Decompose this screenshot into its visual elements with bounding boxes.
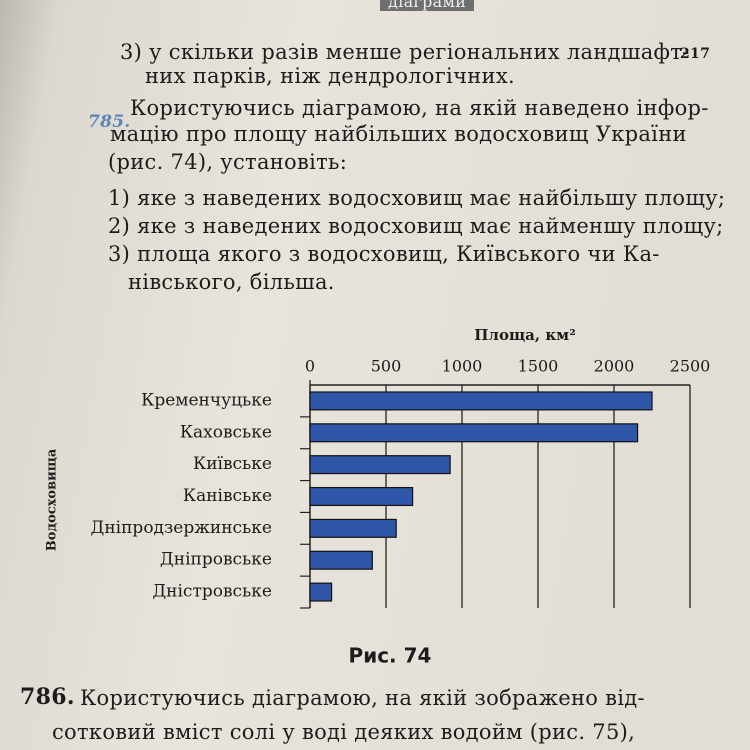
bar [309, 391, 653, 411]
text-line: сотковий вміст солі у воді деяких водойм… [52, 720, 636, 744]
bar [309, 486, 414, 507]
text-line: них парків, ніж дендрологічних. [145, 64, 515, 88]
section-header: діаграми [380, 0, 475, 11]
text-line: 2) яке з наведених водосховищ має наймен… [108, 214, 724, 238]
bar [309, 550, 373, 570]
y-tick-label: Каховське [180, 422, 272, 442]
x-tick-label: 0 [305, 357, 315, 376]
text-line: Користуючись діаграмою, на якій наведено… [130, 96, 709, 120]
text-line: 3) у скільки разів менше регіональних ла… [120, 40, 690, 64]
bar [309, 582, 333, 602]
x-axis-title: Площа, км² [474, 326, 576, 344]
bar [309, 423, 639, 443]
bar [309, 455, 451, 475]
text-line: 1) яке з наведених водосховищ має найбіл… [108, 186, 726, 210]
y-tick-label: Дніпродзержинське [91, 518, 272, 538]
exercise-number: 785. [88, 112, 131, 132]
text-line: Користуючись діаграмою, на якій зображен… [80, 686, 645, 710]
x-tick-label: 2500 [670, 357, 711, 376]
text-line: (рис. 74), установіть: [108, 150, 348, 174]
text-line: нівського, більша. [128, 270, 335, 294]
text-line: 3) площа якого з водосховищ, Київського … [108, 242, 660, 266]
figure-caption: Рис. 74 [349, 644, 432, 668]
y-tick-label: Кременчуцьке [141, 390, 272, 410]
x-tick-label: 500 [371, 357, 402, 376]
y-tick-label: Дніпровське [160, 550, 272, 570]
y-tick-label: Дністровське [152, 582, 272, 602]
text-line: мацію про площу найбільших водосховищ Ук… [110, 122, 687, 146]
y-tick-label: Київське [193, 454, 272, 474]
y-axis-title: Водосховища [45, 448, 60, 551]
bar [309, 518, 397, 538]
x-tick-label: 2000 [594, 357, 635, 376]
page-number: 217 [680, 46, 711, 62]
exercise-number: 786. [20, 684, 75, 710]
x-tick-label: 1500 [518, 357, 559, 376]
x-tick-label: 1000 [442, 357, 483, 376]
y-tick-label: Канівське [183, 486, 272, 506]
